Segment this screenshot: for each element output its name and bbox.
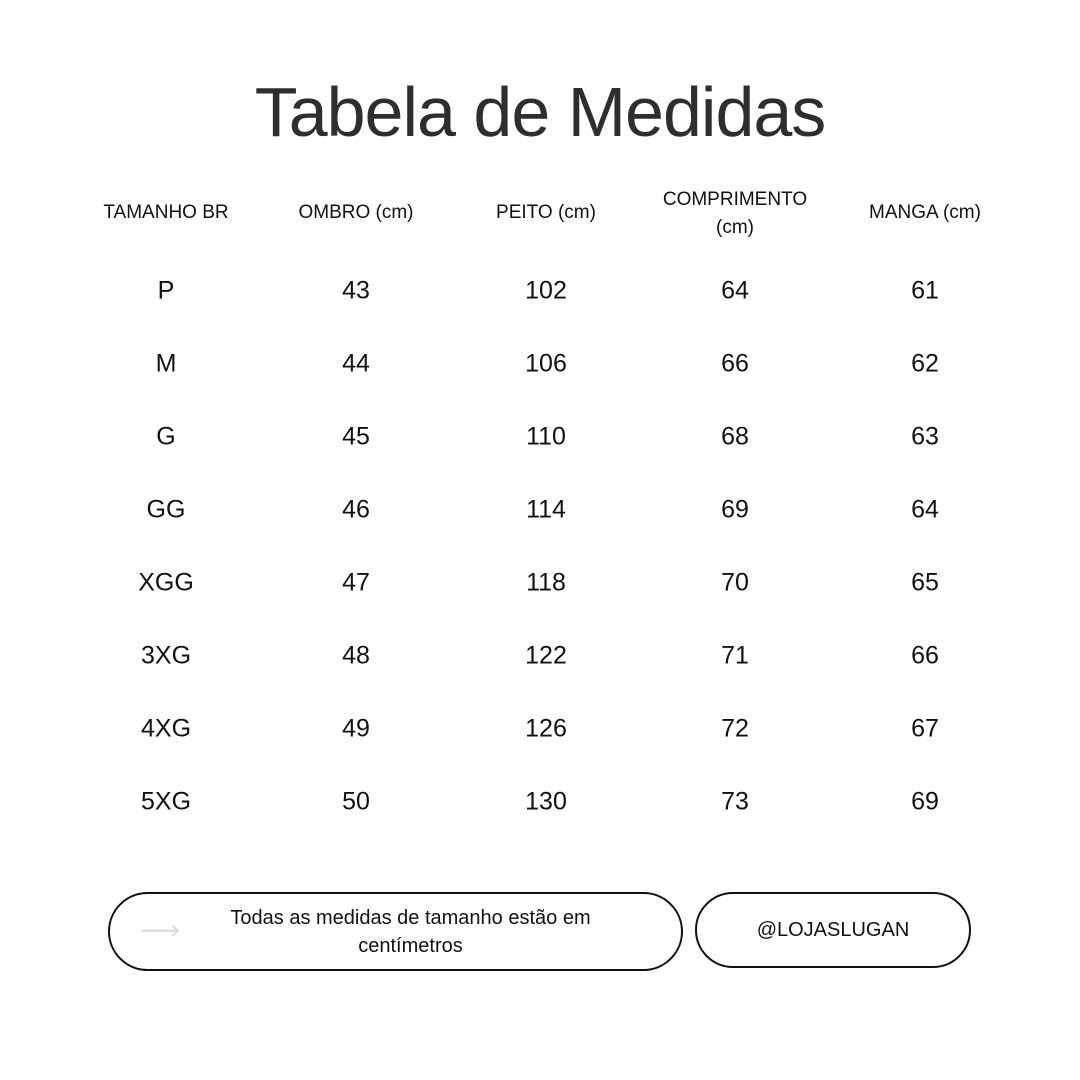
table-cell: 46 bbox=[342, 495, 370, 524]
table-cell: 69 bbox=[721, 495, 749, 524]
table-cell: 66 bbox=[721, 349, 749, 378]
table-cell: 70 bbox=[721, 568, 749, 597]
table-cell: 50 bbox=[342, 787, 370, 816]
measurement-note: Todas as medidas de tamanho estão em cen… bbox=[230, 906, 591, 957]
column-header: OMBRO (cm) bbox=[298, 202, 414, 223]
table-cell: 44 bbox=[342, 349, 370, 378]
size-label: G bbox=[156, 422, 176, 451]
table-cell: 126 bbox=[525, 714, 567, 743]
size-label: 5XG bbox=[140, 787, 192, 816]
column-header: MANGA (cm) bbox=[869, 202, 981, 223]
size-label: 4XG bbox=[140, 714, 192, 743]
column-header: PEITO (cm) bbox=[496, 202, 596, 223]
page-title: Tabela de Medidas bbox=[254, 73, 827, 151]
table-cell: 48 bbox=[342, 641, 370, 670]
table-cell: 45 bbox=[342, 422, 370, 451]
table-cell: 64 bbox=[721, 276, 749, 305]
size-label: GG bbox=[146, 495, 186, 524]
store-handle: @LOJASLUGAN bbox=[756, 919, 910, 941]
table-cell: 64 bbox=[911, 495, 939, 524]
size-label: XGG bbox=[138, 568, 194, 597]
table-cell: 47 bbox=[342, 568, 370, 597]
table-cell: 118 bbox=[526, 568, 566, 597]
table-cell: 122 bbox=[525, 641, 567, 670]
table-cell: 71 bbox=[721, 641, 749, 670]
handle-pill[interactable]: @LOJASLUGAN bbox=[695, 892, 971, 968]
table-cell: 114 bbox=[526, 495, 566, 524]
table-cell: 72 bbox=[721, 714, 749, 743]
table-cell: 49 bbox=[342, 714, 370, 743]
table-cell: 67 bbox=[911, 714, 939, 743]
arrow-right-icon: ⟶ bbox=[140, 914, 181, 946]
table-cell: 61 bbox=[911, 276, 939, 305]
size-label: 3XG bbox=[140, 641, 192, 670]
table-cell: 63 bbox=[911, 422, 939, 451]
column-header: TAMANHO BR bbox=[103, 202, 229, 223]
table-cell: 68 bbox=[721, 422, 749, 451]
column-header: COMPRIMENTO (cm) bbox=[662, 189, 808, 238]
size-label: M bbox=[155, 349, 177, 378]
table-cell: 106 bbox=[525, 349, 567, 378]
table-cell: 43 bbox=[342, 276, 370, 305]
table-cell: 102 bbox=[525, 276, 567, 305]
table-cell: 130 bbox=[525, 787, 567, 816]
table-cell: 110 bbox=[526, 422, 566, 451]
size-label: P bbox=[157, 276, 175, 305]
table-cell: 66 bbox=[911, 641, 939, 670]
table-cell: 69 bbox=[911, 787, 939, 816]
table-cell: 65 bbox=[911, 568, 939, 597]
note-pill: ⟶ Todas as medidas de tamanho estão em c… bbox=[108, 892, 683, 971]
table-cell: 62 bbox=[911, 349, 939, 378]
table-cell: 73 bbox=[721, 787, 749, 816]
